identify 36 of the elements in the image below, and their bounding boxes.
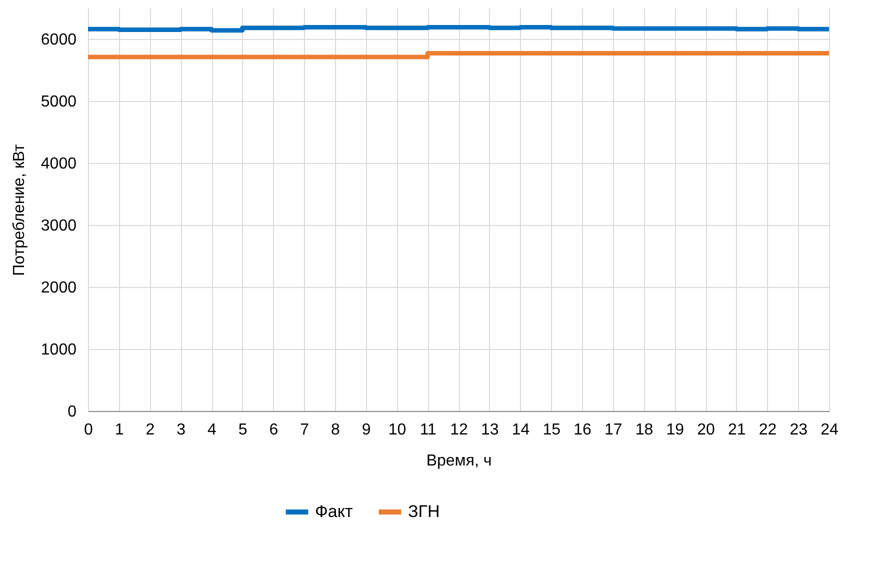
x-tick-label: 17 xyxy=(604,422,622,438)
x-tick-label: 18 xyxy=(635,422,654,438)
x-tick-label: 24 xyxy=(820,422,838,438)
x-tick-label: 11 xyxy=(420,422,437,438)
x-axis-title: Время, ч xyxy=(426,452,492,470)
x-tick-label: 6 xyxy=(269,422,278,438)
x-tick-label: 8 xyxy=(331,422,340,438)
x-tick-label: 9 xyxy=(362,422,371,438)
x-tick-label: 15 xyxy=(542,422,561,438)
y-tick-label: 4000 xyxy=(40,156,77,172)
x-tick-label: 20 xyxy=(697,422,715,438)
x-tick-label: 14 xyxy=(512,422,530,438)
x-tick-label: 2 xyxy=(146,422,155,438)
x-tick-label: 10 xyxy=(388,422,406,438)
x-tick-label: 0 xyxy=(84,422,94,438)
x-tick-label: 16 xyxy=(574,422,592,438)
y-tick-label: 5000 xyxy=(40,94,77,110)
x-tick-label: 19 xyxy=(666,422,684,438)
y-tick-label: 2000 xyxy=(40,280,77,296)
x-tick-label: 3 xyxy=(176,422,186,438)
x-tick-label: 23 xyxy=(790,422,808,438)
x-tick-label: 22 xyxy=(758,422,777,438)
x-tick-label: 7 xyxy=(300,422,310,438)
y-tick-label: 3000 xyxy=(40,218,77,234)
x-tick-label: 12 xyxy=(450,422,468,438)
y-tick-label: 1000 xyxy=(40,342,77,358)
legend-label: Факт xyxy=(315,502,354,521)
x-tick-label: 21 xyxy=(728,422,746,438)
legend-label: ЗГН xyxy=(408,502,440,521)
x-tick-label: 5 xyxy=(238,422,248,438)
x-tick-label: 4 xyxy=(208,422,217,438)
y-tick-label: 6000 xyxy=(40,32,77,48)
x-tick-label: 13 xyxy=(480,422,499,438)
y-axis-title: Потребление, кВт xyxy=(10,143,28,276)
y-tick-label: 0 xyxy=(68,404,77,420)
x-tick-label: 1 xyxy=(114,422,124,438)
